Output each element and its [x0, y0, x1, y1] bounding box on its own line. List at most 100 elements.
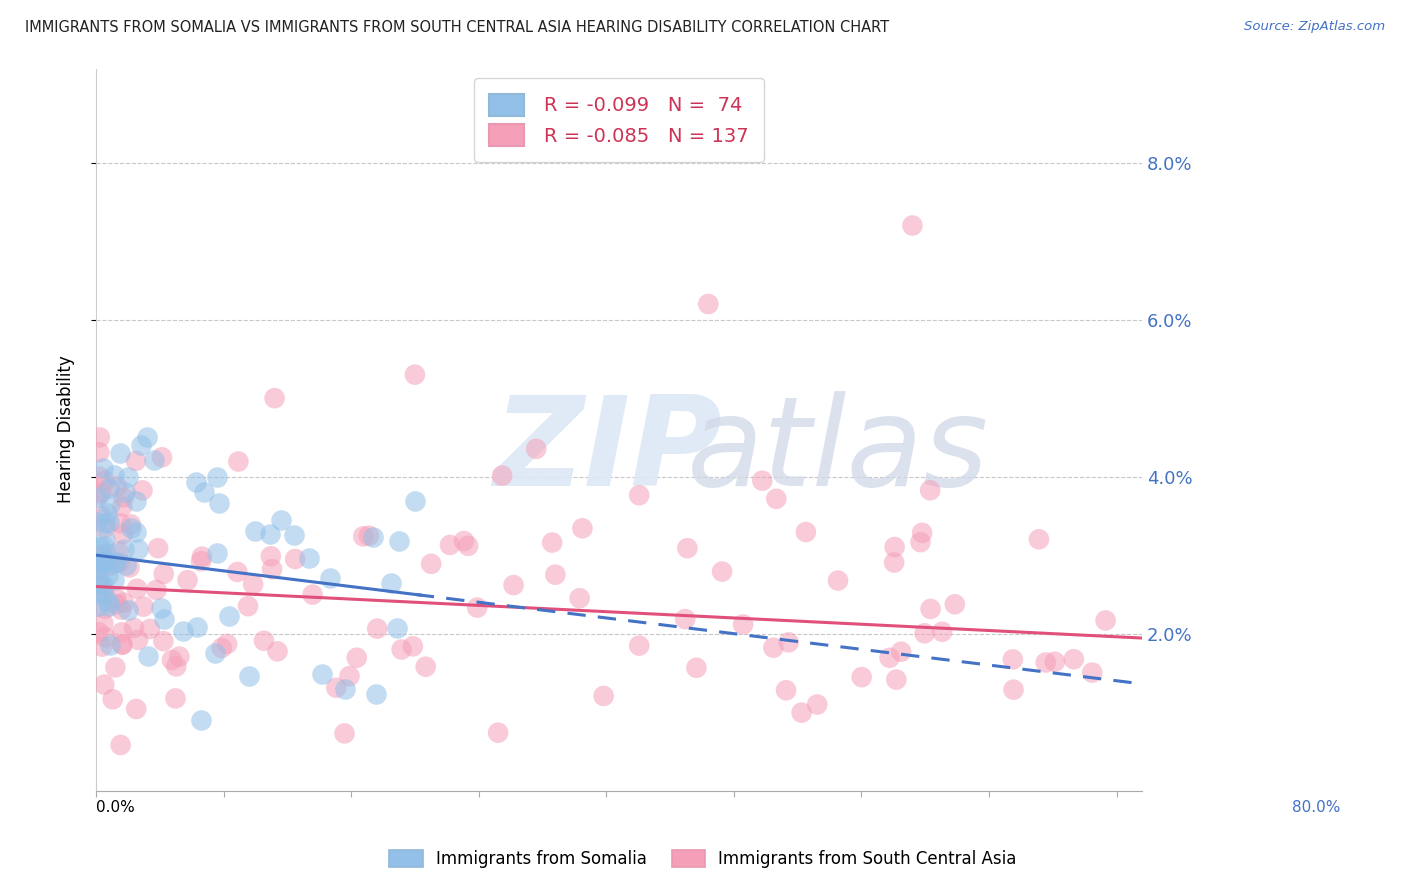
Point [920, 483, 942, 498]
Point [298, 550, 321, 565]
Point [238, 668, 260, 682]
Point [131, 483, 153, 498]
Point [380, 576, 402, 591]
Point [96, 507, 118, 521]
Point [152, 634, 174, 648]
Point [204, 646, 226, 660]
Point [125, 454, 148, 468]
Point [283, 528, 305, 542]
Point [592, 689, 614, 703]
Point [457, 539, 479, 553]
Point [260, 549, 283, 564]
Legend: Immigrants from Somalia, Immigrants from South Central Asia: Immigrants from Somalia, Immigrants from… [382, 843, 1024, 875]
Text: Source: ZipAtlas.com: Source: ZipAtlas.com [1244, 20, 1385, 33]
Point [93, 602, 115, 616]
Point [790, 706, 813, 720]
Point [94, 554, 117, 568]
Point [153, 612, 176, 626]
Point [105, 598, 128, 612]
Point [143, 453, 166, 467]
Point [98, 559, 121, 574]
Point [491, 468, 513, 483]
Point [103, 573, 125, 587]
Point [104, 591, 127, 605]
Point [94, 516, 117, 531]
Point [361, 530, 384, 544]
Point [117, 602, 139, 616]
Point [851, 670, 873, 684]
Point [112, 541, 135, 556]
Point [191, 549, 214, 564]
Point [91, 554, 114, 568]
Point [98, 595, 121, 609]
Point [112, 596, 135, 610]
Point [89, 556, 111, 570]
Point [301, 588, 323, 602]
Point [93, 589, 115, 603]
Text: ZIP: ZIP [494, 391, 723, 512]
Point [193, 485, 215, 500]
Point [129, 438, 152, 452]
Point [208, 496, 231, 510]
Point [93, 585, 115, 599]
Point [263, 391, 285, 405]
Point [387, 622, 409, 636]
Point [284, 552, 307, 566]
Point [1035, 656, 1057, 670]
Point [152, 566, 174, 581]
Point [352, 529, 374, 543]
Point [1063, 652, 1085, 666]
Point [91, 616, 114, 631]
Point [1002, 682, 1025, 697]
Point [132, 599, 155, 614]
Point [93, 521, 115, 535]
Point [346, 650, 368, 665]
Point [86, 586, 108, 600]
Point [93, 678, 115, 692]
Point [1081, 665, 1104, 680]
Point [86, 560, 108, 574]
Point [879, 650, 901, 665]
Point [108, 556, 131, 570]
Point [333, 726, 356, 740]
Point [91, 577, 114, 591]
Point [253, 633, 276, 648]
Point [103, 468, 125, 483]
Point [89, 577, 111, 591]
Point [150, 450, 173, 465]
Point [101, 692, 124, 706]
Point [118, 560, 141, 574]
Point [111, 625, 134, 640]
Point [96, 548, 118, 562]
Point [125, 525, 148, 540]
Point [502, 578, 524, 592]
Text: 80.0%: 80.0% [1292, 800, 1340, 815]
Point [107, 544, 129, 558]
Point [86, 556, 108, 570]
Point [89, 577, 111, 591]
Point [311, 667, 333, 681]
Point [333, 681, 356, 696]
Point [186, 620, 208, 634]
Point [402, 640, 425, 654]
Point [765, 491, 787, 506]
Point [775, 683, 797, 698]
Point [270, 512, 292, 526]
Point [111, 527, 134, 541]
Point [568, 591, 591, 606]
Point [901, 219, 924, 233]
Point [211, 640, 233, 655]
Point [111, 500, 134, 514]
Point [120, 517, 142, 532]
Point [93, 553, 115, 567]
Point [778, 635, 800, 649]
Point [486, 725, 509, 739]
Point [404, 494, 426, 508]
Point [1094, 614, 1116, 628]
Point [89, 430, 111, 444]
Point [541, 535, 564, 549]
Point [105, 555, 128, 569]
Point [136, 430, 159, 444]
Point [115, 558, 138, 573]
Point [89, 445, 111, 459]
